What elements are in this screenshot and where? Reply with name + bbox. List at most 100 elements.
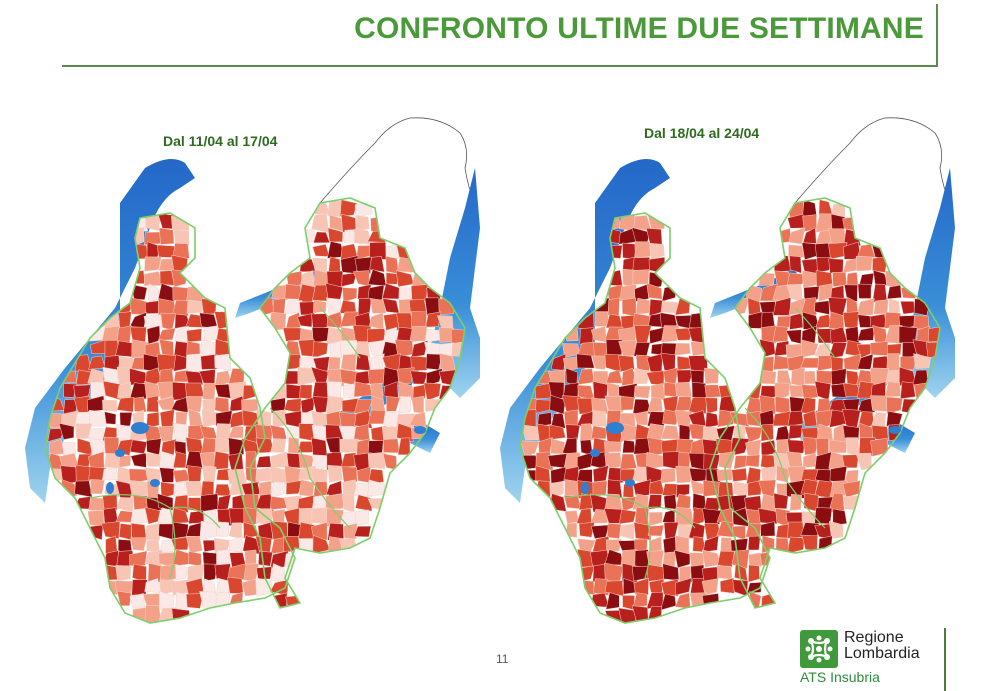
municipality-cell [646,564,664,582]
municipality-cell [549,481,564,498]
district-border [564,494,696,529]
municipality-cell [692,507,706,526]
municipality-cell [129,382,149,400]
municipality-cell [550,438,565,455]
municipality-cell [100,521,121,539]
municipality-cell [386,272,399,285]
municipality-cell [674,549,691,569]
district-border [269,407,351,529]
municipality-cell [855,255,873,272]
municipality-cell [199,520,219,541]
municipality-cell [203,325,219,341]
regione-lombardia-rosa-camuna-icon [800,630,838,668]
municipality-cell [547,369,566,386]
municipality-cell [285,312,301,330]
municipality-cell [603,441,622,453]
municipality-cell [186,328,202,343]
municipality-cell [104,411,117,425]
municipality-cell [145,215,161,231]
municipality-cell [888,298,901,317]
municipality-cell [857,243,876,258]
district-border [169,507,176,579]
municipality-cell [298,507,313,526]
municipality-cell [144,605,162,623]
municipality-cell [311,507,329,525]
municipality-cell [312,341,329,359]
municipality-cell [143,231,162,246]
period-label-week-2: Dal 18/04 al 24/04 [644,125,760,141]
municipality-cell [760,423,774,442]
municipality-cell [186,536,203,554]
municipality-cell [146,241,161,261]
municipality-cell [690,341,706,356]
municipality-cell [397,367,415,385]
logo-subtitle: ATS Insubria [800,669,880,685]
municipality-cell [841,454,860,469]
small-lake [150,479,160,487]
municipality-cell [688,326,708,344]
municipality-cell [142,593,160,607]
municipality-cell [228,535,243,553]
municipality-cell [160,438,177,456]
municipality-cell [817,355,833,372]
municipality-cell [270,451,288,468]
municipality-cell [353,525,372,538]
municipality-cell [716,468,733,482]
municipality-cell [297,367,317,386]
municipality-cell [620,395,635,411]
municipality-cell [213,451,230,470]
municipality-cell [369,256,385,273]
municipality-cell [701,508,722,526]
footer-side-rule [944,628,946,691]
municipality-cell [129,368,147,386]
municipality-cell [326,270,345,289]
municipality-cell [689,467,708,482]
municipality-cell [75,423,93,439]
municipality-cell [202,465,217,484]
municipality-cell [900,287,916,299]
municipality-cell [410,370,429,385]
municipality-cell [367,451,387,470]
municipality-cell [172,300,189,317]
municipality-cell [704,367,720,384]
municipality-cell [188,551,202,567]
municipality-cell [341,272,358,287]
municipality-cell [720,577,735,594]
municipality-cell [548,424,566,440]
municipality-cell [856,298,875,316]
municipality-cell [241,438,259,455]
municipality-cell [788,244,805,258]
municipality-cell [143,314,163,329]
municipality-cell [788,227,806,245]
municipality-cell [73,384,91,400]
small-lake [606,422,624,434]
municipality-cell [129,593,145,610]
municipality-cell [186,593,204,609]
municipality-cell [159,338,174,358]
municipality-cell [606,523,622,539]
municipality-cell [843,353,862,371]
municipality-cell [397,437,411,456]
municipality-cell [74,480,93,498]
municipality-cell [313,299,327,314]
municipality-cell [634,410,648,426]
municipality-cell [115,340,134,358]
municipality-cell [772,297,791,316]
municipality-cell [634,283,649,303]
municipality-cell [802,199,818,218]
municipality-cell [130,452,147,468]
logo-line-2: Lombardia [844,645,920,662]
municipality-cell [591,355,609,370]
municipality-cell [635,297,651,315]
municipality-cell [146,411,160,429]
municipality-cell [675,381,693,398]
municipality-cell [688,397,708,414]
municipality-cell [815,438,829,456]
district-border [744,407,826,529]
municipality-cell [745,454,760,468]
municipality-cell [173,481,188,497]
municipality-cell [184,481,204,497]
municipality-cell [565,522,578,538]
municipality-cell [828,311,845,330]
municipality-cell [547,453,568,469]
